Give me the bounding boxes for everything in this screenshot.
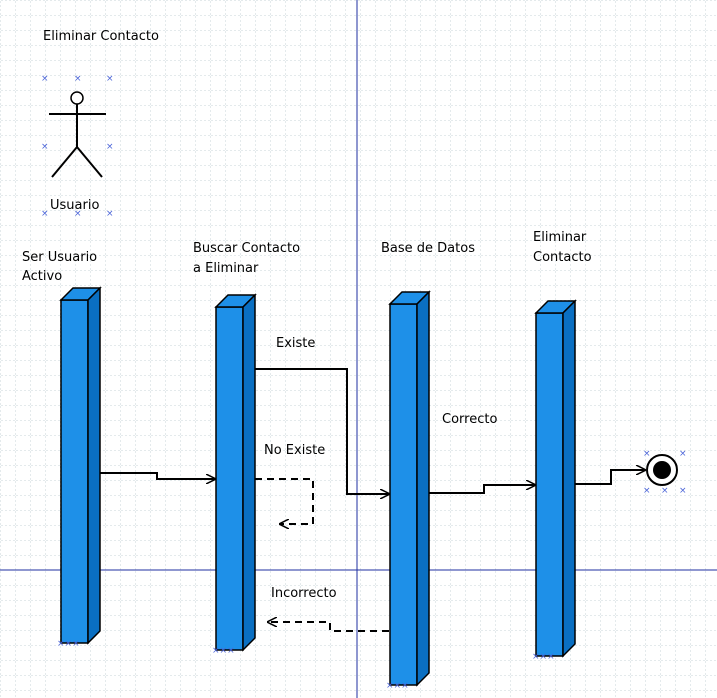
- svg-text:×: ×: [41, 142, 49, 152]
- activity-bar-buscar-contacto[interactable]: [214, 293, 257, 652]
- flow-no-existe-label: No Existe: [264, 443, 325, 458]
- flow-existe-label: Existe: [276, 336, 315, 351]
- svg-text:×: ×: [106, 209, 114, 219]
- flow-usuario-to-buscar[interactable]: [100, 472, 215, 479]
- svg-text:×: ×: [679, 449, 687, 459]
- svg-text:×: ×: [643, 486, 651, 496]
- svg-text:×: ×: [41, 209, 49, 219]
- column-label-buscar-contacto: Buscar Contacto a Eliminar: [193, 241, 304, 276]
- actor-selection-handles: × × × × × × × ×: [41, 74, 114, 219]
- svg-text:×××: ×××: [532, 652, 555, 662]
- flow-correcto-label: Correcto: [442, 412, 497, 427]
- activity-bar-eliminar-contacto[interactable]: [534, 299, 577, 658]
- flow-correcto-arrow[interactable]: [429, 485, 535, 494]
- flow-to-final-state[interactable]: [575, 470, 645, 485]
- flow-incorrecto-arrow[interactable]: [268, 622, 389, 632]
- actor-label: Usuario: [50, 198, 99, 213]
- final-state-node[interactable]: × × × × ×: [643, 449, 687, 496]
- bar-selection-handles: ××× ××× ××× ×××: [57, 639, 555, 691]
- svg-text:×: ×: [74, 74, 82, 84]
- svg-text:×××: ×××: [57, 639, 80, 649]
- diagram-title: Eliminar Contacto: [43, 29, 159, 44]
- svg-text:×: ×: [41, 74, 49, 84]
- column-label-eliminar-contacto: Eliminar Contacto: [533, 230, 592, 265]
- flow-incorrecto-label: Incorrecto: [271, 586, 337, 601]
- svg-text:×××: ×××: [212, 646, 235, 656]
- column-label-base-de-datos: Base de Datos: [381, 241, 475, 256]
- activity-bar-ser-usuario-activo[interactable]: [59, 286, 102, 645]
- svg-text:×: ×: [106, 142, 114, 152]
- final-state-selection-handles: × × × × ×: [643, 449, 687, 496]
- activity-bar-base-de-datos[interactable]: [388, 290, 431, 687]
- svg-text:×: ×: [74, 209, 82, 219]
- svg-text:×: ×: [106, 74, 114, 84]
- svg-text:×: ×: [643, 449, 651, 459]
- flow-existe-arrow[interactable]: [255, 368, 389, 494]
- svg-text:×: ×: [661, 486, 669, 496]
- column-label-ser-usuario-activo: Ser Usuario Activo: [22, 250, 101, 284]
- flow-no-existe-arrow[interactable]: [255, 478, 314, 524]
- actor-usuario[interactable]: × × × × × × × ×: [41, 74, 114, 219]
- svg-text:×××: ×××: [386, 681, 409, 691]
- svg-text:×: ×: [679, 486, 687, 496]
